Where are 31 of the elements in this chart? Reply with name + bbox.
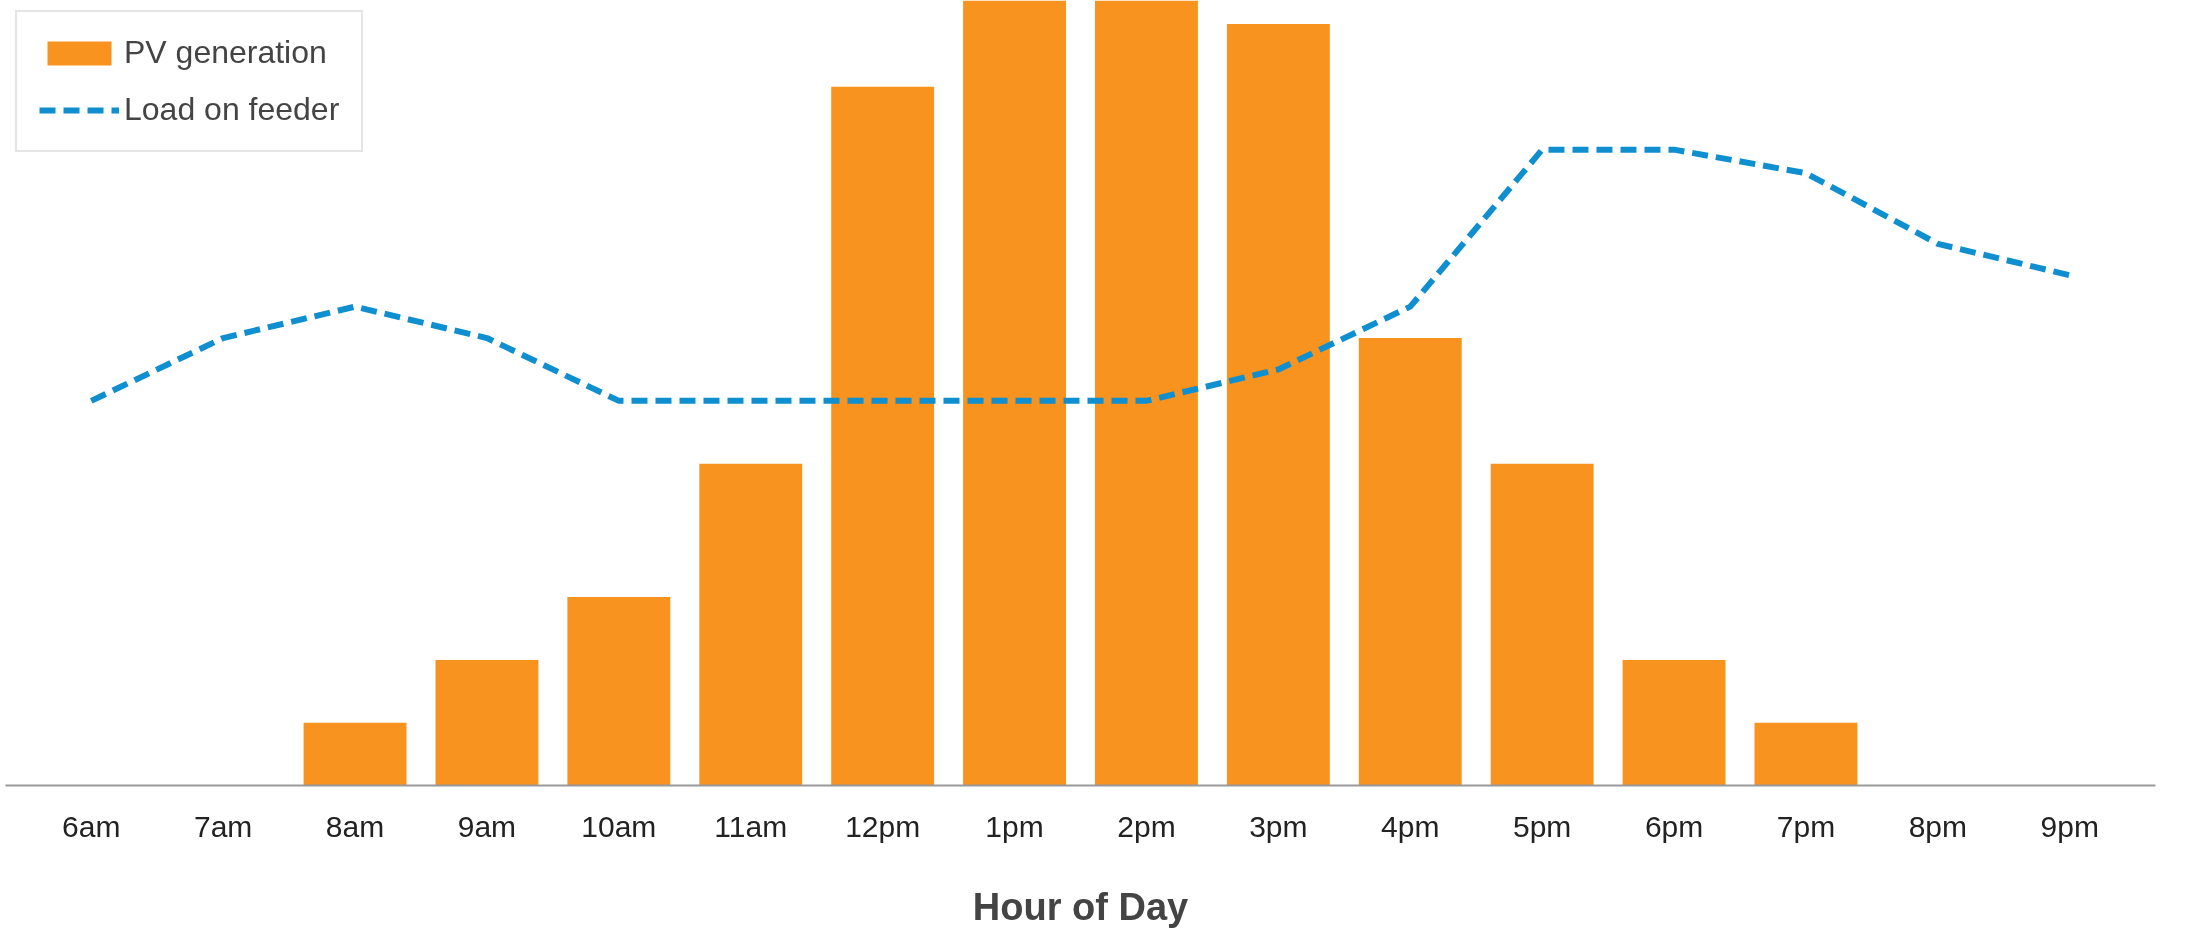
x-tick-label: 3pm — [1249, 809, 1308, 843]
x-tick-label: 6pm — [1644, 809, 1704, 843]
bar — [567, 597, 671, 786]
x-tick-label: 9am — [457, 809, 517, 843]
x-tick-label: 5pm — [1512, 809, 1572, 843]
x-tick-label: 1pm — [985, 809, 1044, 843]
x-tick-label: 9pm — [2040, 809, 2099, 843]
x-tick-label: 10am — [581, 809, 657, 843]
bar — [1490, 463, 1594, 786]
bar — [963, 0, 1066, 786]
x-tick-label: 11am — [714, 809, 788, 843]
bar — [831, 86, 935, 786]
legend-label: PV generation — [124, 34, 327, 71]
bar — [699, 463, 803, 786]
bar — [1754, 722, 1858, 786]
bar — [1622, 659, 1726, 786]
x-tick-label: 8pm — [1908, 809, 1968, 843]
bar — [435, 659, 539, 786]
x-axis-title: Hour of Day — [972, 885, 1189, 928]
legend-label: Load on feeder — [124, 91, 340, 128]
x-tick-label: 4pm — [1381, 809, 1440, 843]
x-tick-label: 7pm — [1776, 809, 1836, 843]
bar — [303, 722, 407, 786]
x-tick-label: 7am — [193, 809, 253, 843]
x-tick-label: 2pm — [1117, 809, 1176, 843]
bar — [1226, 24, 1330, 786]
x-tick-label: 6am — [62, 809, 121, 843]
bar — [1095, 0, 1198, 786]
x-tick-label: 12pm — [845, 809, 921, 843]
bar — [1358, 338, 1462, 786]
x-tick-label: 8am — [325, 809, 385, 843]
